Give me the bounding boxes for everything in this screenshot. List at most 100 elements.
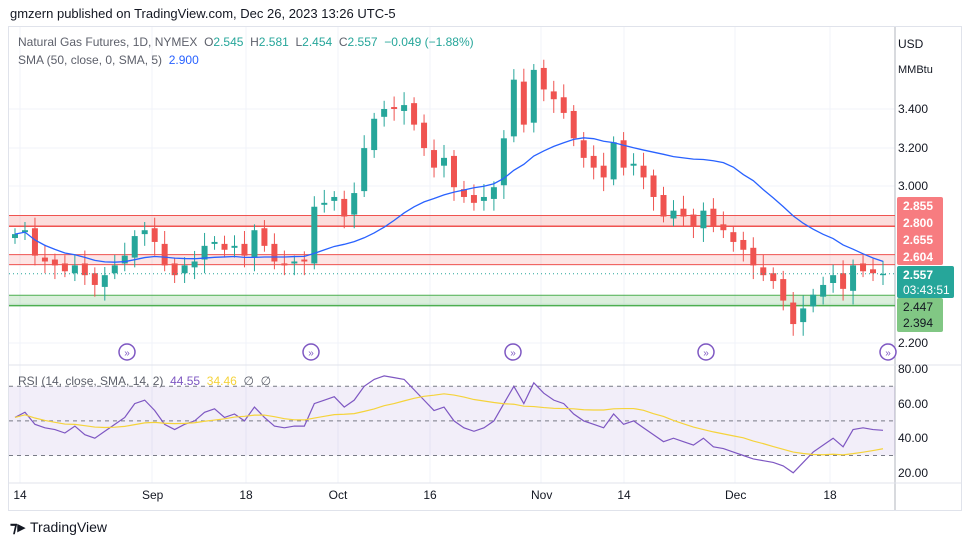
- currency-label[interactable]: USD: [898, 37, 924, 51]
- tradingview-logo[interactable]: ⁊▸ TradingView: [10, 518, 107, 536]
- x-tick: 18: [823, 488, 837, 502]
- candle-body: [540, 67, 547, 90]
- rsi-value: 44.55: [170, 374, 201, 388]
- price-tick: 2.200: [898, 336, 929, 350]
- rsi-label: RSI (14, close, SMA, 14, 2): [18, 374, 164, 388]
- candle-body: [870, 269, 877, 274]
- publisher-line: gmzern published on TradingView.com, Dec…: [10, 6, 396, 21]
- red-level-tags: [897, 197, 943, 265]
- candle-body: [560, 97, 567, 113]
- price-tick: 3.000: [898, 179, 929, 193]
- candle-body: [670, 210, 677, 219]
- candle-body: [700, 210, 707, 229]
- support-zone: [9, 295, 895, 306]
- rsi-n2: ∅: [260, 374, 272, 388]
- open-value: 2.545: [213, 35, 244, 49]
- candle-body: [880, 273, 886, 276]
- sma-line: [14, 137, 884, 263]
- rsi-tick: 20.00: [898, 466, 929, 480]
- price-tick: 3.400: [898, 102, 929, 116]
- candle-body: [660, 195, 667, 217]
- candle-body: [151, 228, 158, 242]
- candle-body: [301, 259, 308, 262]
- event-arrow-icon: »: [124, 348, 130, 359]
- c-label: C: [338, 35, 348, 49]
- rsi-ma-value: 34.46: [206, 374, 237, 388]
- candle-body: [441, 157, 448, 166]
- candle-body: [321, 202, 328, 205]
- candle-body: [570, 110, 577, 139]
- rsi-tick: 40.00: [898, 431, 929, 445]
- candle-body: [800, 308, 807, 323]
- resistance-zone: [9, 215, 895, 227]
- candle-body: [361, 148, 368, 192]
- candle-body: [550, 91, 557, 100]
- level-tag: 2.604: [903, 250, 934, 264]
- sma-value: 2.900: [168, 53, 199, 67]
- x-tick: Nov: [531, 488, 553, 502]
- high-value: 2.581: [258, 35, 289, 49]
- candle-body: [680, 208, 687, 217]
- close-value: 2.557: [347, 35, 378, 49]
- candle-body: [111, 265, 118, 274]
- rsi-n1: ∅: [243, 374, 254, 388]
- candle-body: [291, 261, 298, 264]
- dividend-event-icon: [879, 343, 897, 361]
- candle-body: [381, 109, 388, 117]
- candle-body: [650, 175, 657, 197]
- candle-body: [431, 150, 438, 168]
- candle-body: [530, 69, 537, 123]
- candle-body: [261, 228, 268, 246]
- candle-body: [740, 239, 747, 250]
- candle-body: [750, 247, 757, 266]
- candle-body: [470, 195, 477, 203]
- candle-body: [710, 208, 717, 227]
- candle-body: [171, 263, 178, 276]
- unit-label: MMBtu: [898, 64, 933, 76]
- candle-body: [520, 81, 527, 125]
- candle-body: [341, 198, 348, 217]
- candle-body: [331, 196, 338, 201]
- x-tick: 16: [423, 488, 437, 502]
- candle-body: [91, 273, 98, 285]
- candle-body: [780, 279, 787, 301]
- event-arrow-icon: »: [510, 348, 516, 359]
- candle-body: [271, 243, 278, 262]
- chart-frame: [8, 26, 962, 511]
- candle-body: [71, 265, 78, 274]
- candle-body: [770, 273, 777, 282]
- symbol-label: Natural Gas Futures, 1D, NYMEX: [18, 35, 198, 49]
- candle-body: [450, 155, 457, 188]
- rsi-tick: 80.00: [898, 362, 929, 376]
- candle-body: [690, 214, 697, 227]
- event-arrow-icon: »: [308, 348, 314, 359]
- candle-body: [161, 243, 168, 266]
- event-arrow-icon: »: [703, 348, 709, 359]
- candle-body: [391, 107, 398, 109]
- candle-body: [231, 245, 238, 248]
- candle-body: [311, 206, 318, 264]
- candle-body: [590, 155, 597, 168]
- level-tag: 2.855: [903, 199, 934, 213]
- level-tag: 2.800: [903, 216, 934, 230]
- candle-body: [371, 118, 378, 151]
- candle-body: [640, 165, 647, 178]
- rsi-tick: 60.00: [898, 397, 929, 411]
- candle-body: [820, 284, 827, 297]
- rsi-line: [14, 375, 884, 474]
- candle-body: [251, 230, 258, 258]
- change-value: −0.049 (−1.88%): [384, 35, 474, 49]
- candle-body: [81, 263, 88, 276]
- candle-body: [610, 142, 617, 180]
- sma-legend: SMA (50, close, 0, SMA, 5) 2.900: [18, 53, 199, 67]
- candle-body: [121, 255, 128, 264]
- candle-body: [630, 163, 637, 166]
- candle-body: [181, 265, 188, 274]
- level-tag: 2.447: [903, 300, 934, 314]
- dividend-event-icon: [504, 343, 522, 361]
- ohlc-legend: Natural Gas Futures, 1D, NYMEX O2.545 H2…: [18, 35, 474, 49]
- level-tag: 2.394: [903, 316, 934, 330]
- candle-body: [401, 105, 408, 111]
- price-tick: 3.200: [898, 141, 929, 155]
